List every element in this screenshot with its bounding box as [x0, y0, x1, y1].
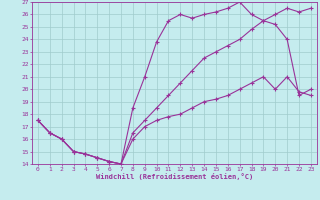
X-axis label: Windchill (Refroidissement éolien,°C): Windchill (Refroidissement éolien,°C): [96, 173, 253, 180]
